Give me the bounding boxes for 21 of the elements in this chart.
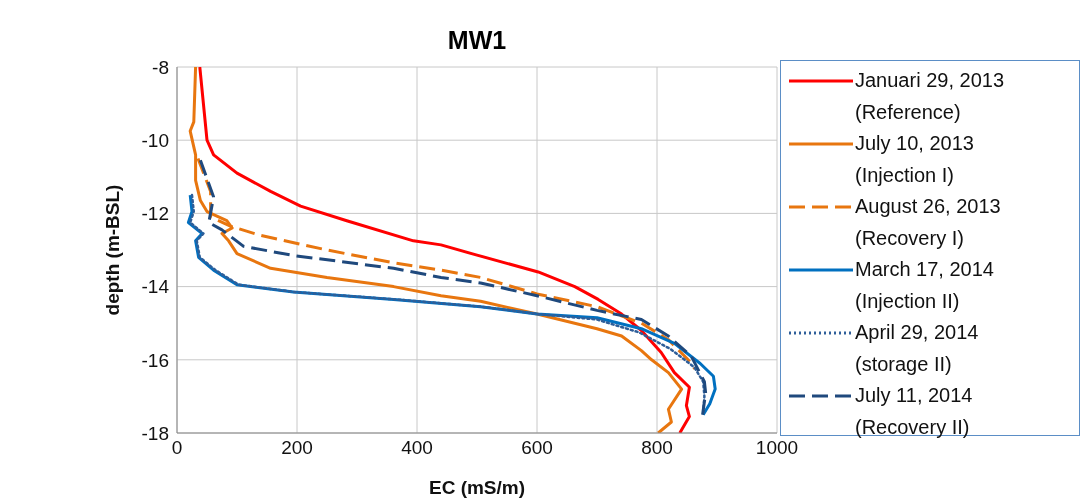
legend-label: March 17, 2014 (Injection II) <box>855 257 995 314</box>
y-tick-label: -12 <box>141 203 169 225</box>
legend-label: July 11, 2014 (Recovery II) <box>855 383 974 440</box>
y-tick-label: -14 <box>141 276 170 298</box>
y-axis-title: depth (m-BSL) <box>101 184 123 316</box>
chart-title: MW1 <box>446 26 508 55</box>
x-tick-label: 0 <box>171 437 183 459</box>
x-tick-label: 1000 <box>755 437 799 459</box>
x-tick-label: 200 <box>281 437 313 459</box>
y-tick-label: -10 <box>141 129 169 151</box>
x-axis-title: EC (mS/m) <box>428 477 526 498</box>
legend-label: July 10, 2013 (Injection I) <box>855 131 975 188</box>
y-tick-label: -18 <box>141 422 169 444</box>
y-tick-label: -8 <box>152 56 169 78</box>
x-tick-label: 400 <box>401 437 433 459</box>
x-tick-label: 600 <box>521 437 553 459</box>
y-tick-label: -16 <box>141 349 169 371</box>
legend-label: August 26, 2013 (Recovery I) <box>855 194 1002 251</box>
legend-label: Januari 29, 2013 (Reference) <box>855 68 1005 125</box>
x-tick-label: 800 <box>641 437 673 459</box>
legend-label: April 29, 2014 (storage II) <box>855 320 980 377</box>
